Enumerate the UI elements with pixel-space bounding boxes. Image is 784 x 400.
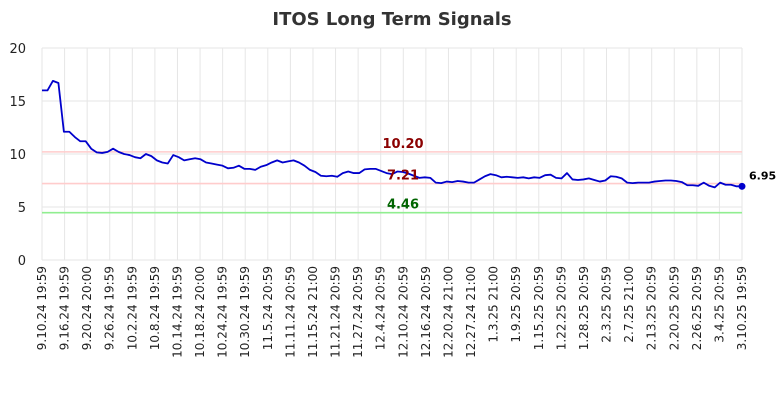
- y-tick-label: 20: [9, 42, 26, 57]
- x-tick-label: 10.2.24 19:59: [125, 266, 139, 350]
- signal-level-label: 4.46: [387, 198, 419, 213]
- x-tick-label: 10.30.24 19:59: [238, 266, 252, 358]
- y-tick-label: 15: [9, 95, 26, 110]
- signal-level-label: 7.21: [387, 169, 419, 184]
- x-tick-label: 11.15.24 21:00: [306, 266, 320, 358]
- x-tick-label: 2.20.25 20:59: [667, 266, 681, 350]
- level-labels: 10.20 7.21 4.46 6.95: [382, 137, 776, 213]
- y-tick-label: 10: [9, 148, 26, 163]
- x-tick-label: 9.20.24 20:00: [80, 266, 94, 350]
- axes: 0 5 10 15 20 9.10.24 19:59 9.16.24 19:59 9.20.2…: [9, 42, 749, 358]
- x-tick-label: 12.20.24 21:00: [441, 266, 455, 358]
- x-tick-label: 9.16.24 19:59: [58, 266, 72, 350]
- x-tick-label: 2.26.25 20:59: [690, 266, 704, 350]
- x-tick-label: 10.8.24 19:59: [148, 266, 162, 350]
- x-tick-label: 1.15.25 20:59: [532, 266, 546, 350]
- x-tick-label: 11.21.24 20:59: [329, 266, 343, 358]
- x-tick-label: 9.26.24 19:59: [103, 266, 117, 350]
- x-tick-label: 1.9.25 20:59: [509, 266, 523, 343]
- x-tick-label: 1.28.25 20:59: [577, 266, 591, 350]
- x-tick-label: 2.7.25 21:00: [622, 266, 636, 343]
- x-tick-label: 1.3.25 21:00: [487, 266, 501, 343]
- price-line: [42, 79, 742, 189]
- x-tick-label: 11.27.24 20:59: [351, 266, 365, 358]
- signal-level-label: 10.20: [382, 137, 423, 152]
- x-tick-label: 12.4.24 20:59: [374, 266, 388, 350]
- x-tick-label: 3.4.25 20:59: [712, 266, 726, 343]
- grid: [41, 47, 743, 261]
- x-tick-label: 10.18.24 20:00: [193, 266, 207, 358]
- x-tick-label: 2.13.25 20:59: [645, 266, 659, 350]
- signal-levels: [42, 151, 742, 214]
- x-tick-label: 10.24.24 19:59: [216, 266, 230, 358]
- x-tick-label: 12.10.24 20:59: [396, 266, 410, 358]
- x-tick-label: 12.27.24 21:00: [464, 266, 478, 358]
- x-tick-label: 9.10.24 19:59: [35, 266, 49, 350]
- x-tick-label: 11.11.24 20:59: [283, 266, 297, 358]
- x-tick-label: 10.14.24 19:59: [170, 266, 184, 358]
- last-price-label: 6.95: [749, 169, 776, 182]
- y-tick-label: 0: [18, 254, 26, 269]
- x-tick-label: 2.3.25 20:59: [600, 266, 614, 343]
- y-tick-label: 5: [18, 201, 26, 216]
- last-price-marker: [738, 182, 746, 190]
- chart-title: ITOS Long Term Signals: [272, 9, 511, 30]
- x-tick-label: 3.10.25 19:59: [735, 266, 749, 350]
- x-tick-label: 1.22.25 20:59: [554, 266, 568, 350]
- x-tick-label: 11.5.24 20:59: [261, 266, 275, 350]
- x-tick-label: 12.16.24 20:59: [419, 266, 433, 358]
- price-series: [42, 79, 746, 190]
